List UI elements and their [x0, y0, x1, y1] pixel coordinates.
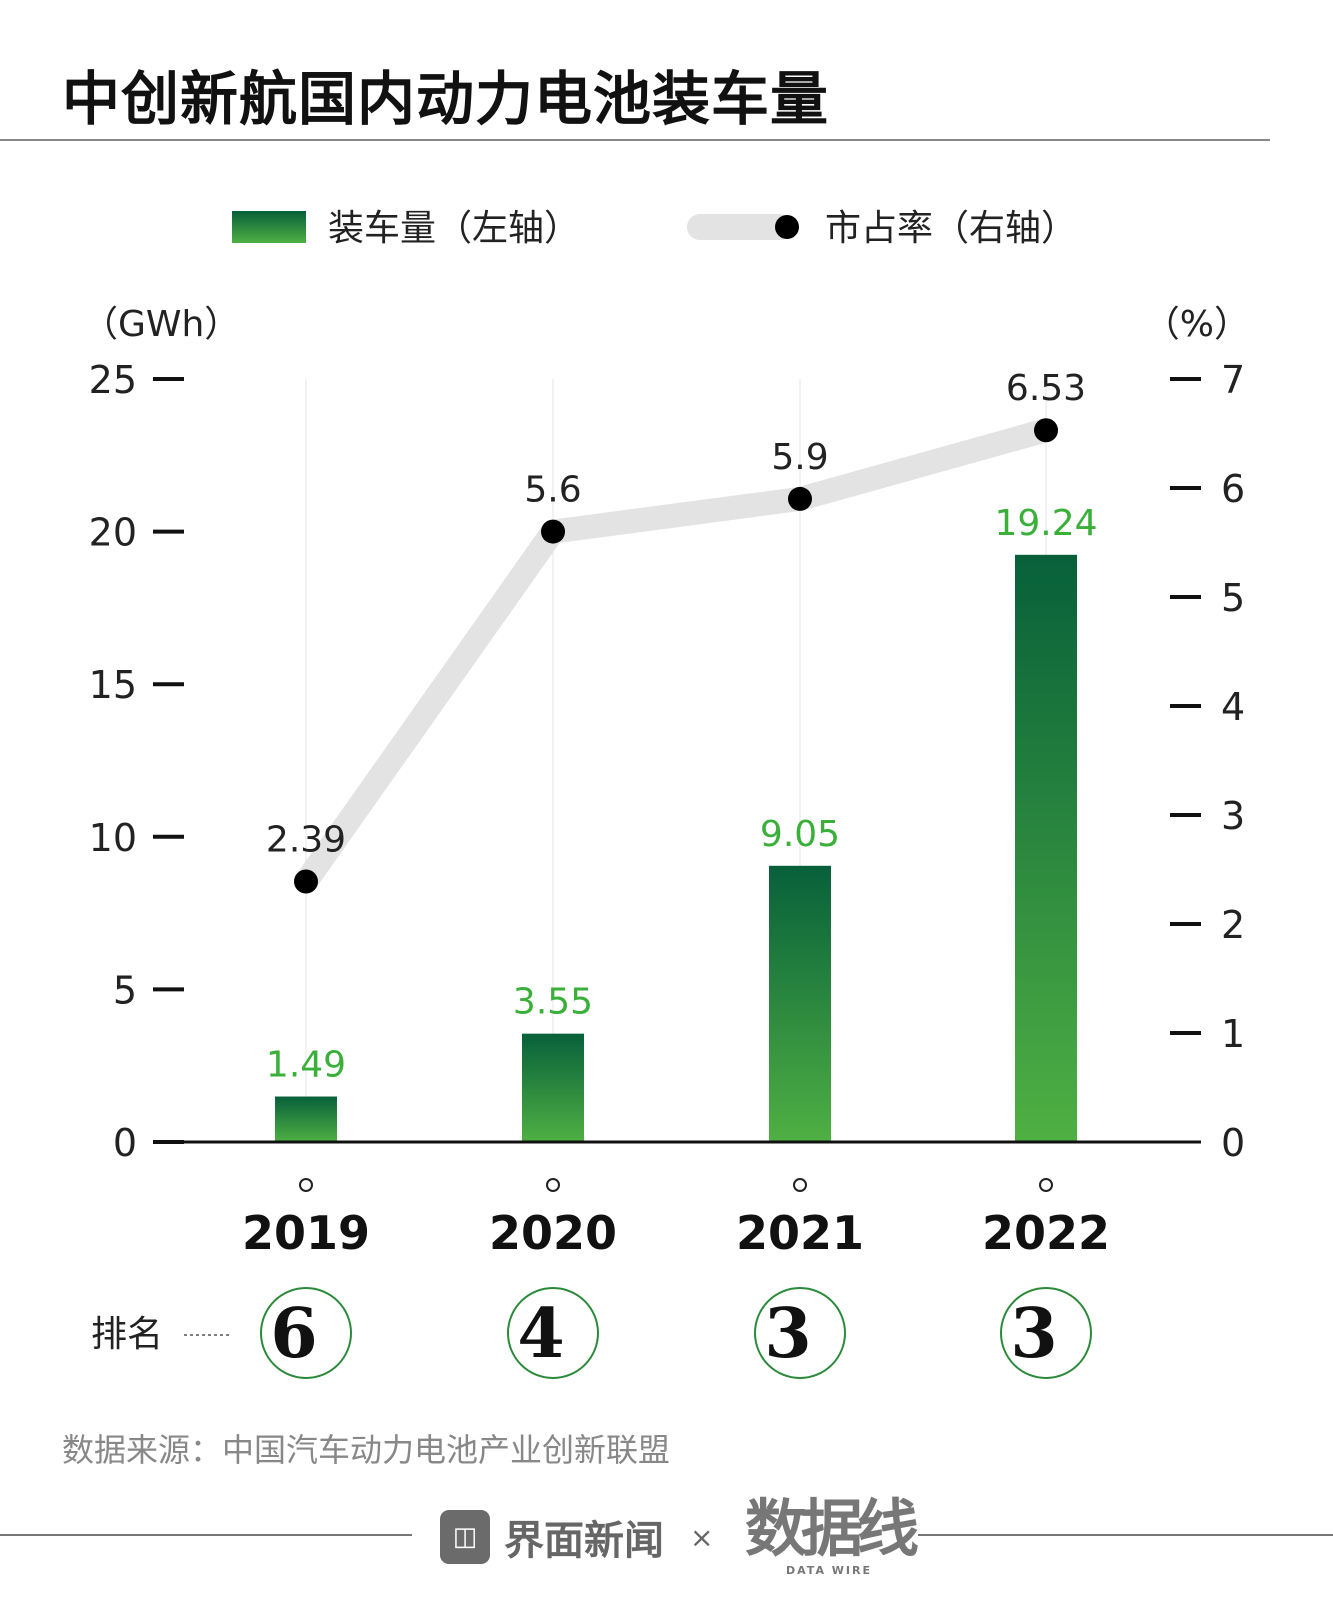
- rank-badge: [260, 1287, 352, 1379]
- rank-value: 3: [1010, 1294, 1057, 1374]
- chart-title: 中创新航国内动力电池装车量: [62, 65, 830, 133]
- footer: ◫ 界面新闻 × 数据线 DATA WIRE: [0, 1490, 1333, 1580]
- share-value-label: 5.9: [771, 437, 828, 478]
- right-axis-tick-label: 1: [1221, 1012, 1245, 1056]
- category-label: 2020: [489, 1206, 617, 1260]
- chart: 装车量（左轴） 市占率（右轴） （GWh） （%） 0 5 10 15 20 25 0 1 2 3 4 5 6 7…: [82, 208, 1250, 1379]
- left-axis-tick-label: 0: [113, 1121, 137, 1165]
- right-axis-unit: （%）: [1144, 304, 1250, 345]
- left-axis-tick-label: 25: [89, 358, 137, 402]
- category-marker: [793, 1178, 807, 1192]
- share-value-label: 2.39: [266, 819, 346, 860]
- share-point-2019: [294, 869, 318, 894]
- rank-value: 4: [517, 1294, 564, 1374]
- bar-value-label: 9.05: [760, 814, 840, 855]
- bar-value-label: 3.55: [513, 982, 593, 1023]
- separator: ×: [690, 1520, 714, 1554]
- source-note: 数据来源：中国汽车动力电池产业创新联盟: [62, 1431, 671, 1469]
- share-point-2022: [1034, 418, 1058, 443]
- bar-2020: [522, 1033, 584, 1142]
- left-axis-tick-label: 10: [89, 816, 137, 860]
- right-axis-tick-label: 0: [1221, 1121, 1245, 1165]
- bar-2022: [1015, 554, 1077, 1142]
- right-axis-tick-label: 6: [1221, 467, 1245, 511]
- rank-badge: [754, 1287, 846, 1379]
- rank-badge: [507, 1287, 599, 1379]
- left-axis-tick-label: 5: [113, 968, 137, 1012]
- left-axis-tick-label: 15: [89, 663, 137, 707]
- share-value-label: 5.6: [524, 470, 581, 511]
- title-divider: [0, 139, 1270, 141]
- left-axis-unit: （GWh）: [82, 304, 240, 345]
- legend-point-swatch: [775, 215, 799, 239]
- brand-name: 界面新闻: [504, 1518, 664, 1564]
- share-point-2021: [788, 486, 812, 511]
- right-axis-tick-label: 4: [1221, 685, 1245, 729]
- category-marker: [299, 1178, 313, 1192]
- rank-value: 3: [764, 1294, 811, 1374]
- bar-value-label: 19.24: [994, 503, 1097, 544]
- partner-logo-text: 数据线: [745, 1492, 919, 1565]
- right-axis-tick-label: 7: [1221, 358, 1245, 402]
- legend-bar-label: 装车量（左轴）: [328, 208, 580, 249]
- footer-line-right: [918, 1534, 1333, 1536]
- category-label: 2022: [982, 1206, 1110, 1260]
- category-label: 2021: [736, 1206, 864, 1260]
- bar-2019: [275, 1096, 337, 1142]
- category-marker: [546, 1178, 560, 1192]
- share-value-label: 6.53: [1006, 368, 1086, 409]
- left-axis-tick-label: 20: [89, 511, 137, 555]
- category-label: 2019: [242, 1206, 370, 1260]
- rank-label: 排名: [91, 1314, 163, 1355]
- partner-logo: 数据线 DATA WIRE: [745, 1490, 919, 1577]
- bar-2021: [769, 865, 831, 1142]
- brand: ◫ 界面新闻 ×: [440, 1508, 713, 1566]
- right-axis-tick-label: 3: [1221, 794, 1245, 838]
- legend-line-label: 市占率（右轴）: [825, 208, 1077, 249]
- right-axis-tick-label: 5: [1221, 576, 1245, 620]
- bar-value-label: 1.49: [266, 1045, 346, 1086]
- brand-icon: ◫: [440, 1510, 490, 1564]
- share-line: [294, 418, 1058, 894]
- category-marker: [1039, 1178, 1053, 1192]
- rank-badge: [1000, 1287, 1092, 1379]
- share-point-2020: [541, 519, 565, 544]
- right-axis-tick-label: 2: [1221, 903, 1245, 947]
- footer-line-left: [0, 1534, 412, 1536]
- rank-value: 6: [270, 1294, 317, 1374]
- partner-logo-sub: DATA WIRE: [786, 1564, 872, 1577]
- legend-bar-swatch: [232, 211, 306, 243]
